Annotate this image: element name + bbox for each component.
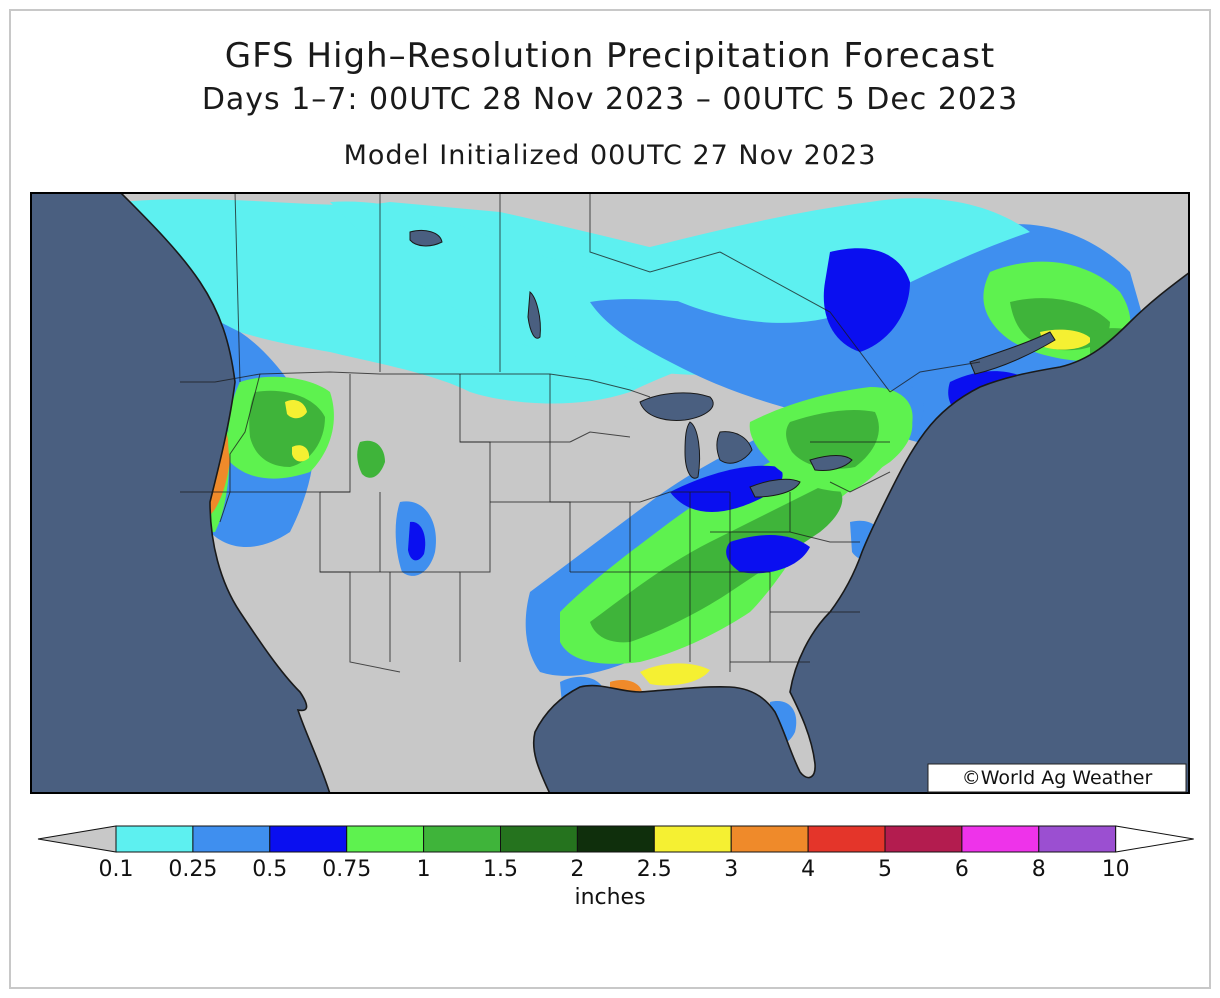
precip-region — [726, 535, 810, 574]
precipitation-map: ©World Ag Weather — [30, 192, 1190, 794]
colorbar-tick-label: 0.25 — [168, 857, 217, 882]
precip-region — [670, 465, 783, 512]
colorbar-tick-label: 5 — [878, 857, 892, 882]
precip-colorbar: 0.1 0.25 0.5 0.75 1 1.5 2 2.5 3 4 5 6 8 10 inches — [37, 825, 1194, 910]
precip-region — [786, 410, 879, 469]
precip-region — [823, 248, 910, 352]
colorbar-swatch — [884, 825, 963, 853]
colorbar-unit-label: inches — [574, 885, 645, 910]
credit-box: ©World Ag Weather — [927, 763, 1187, 793]
colorbar-tick-label: 0.75 — [322, 857, 371, 882]
colorbar-tick-label: 1 — [417, 857, 431, 882]
colorbar-swatch — [423, 825, 502, 853]
colorbar-tick-label: 0.5 — [252, 857, 287, 882]
colorbar-swatch — [269, 825, 348, 853]
colorbar-tick-label: 2.5 — [637, 857, 672, 882]
colorbar-under-arrow — [37, 825, 117, 853]
precip-region — [408, 521, 426, 561]
colorbar-tick-label: 4 — [801, 857, 815, 882]
colorbar-swatch — [1038, 825, 1117, 853]
precip-region — [292, 445, 310, 462]
chart-subtitle: Days 1–7: 00UTC 28 Nov 2023 – 00UTC 5 De… — [201, 82, 1019, 117]
colorbar-over-arrow — [1115, 825, 1194, 853]
map-border — [30, 192, 1190, 794]
colorbar-tick-label: 10 — [1102, 857, 1130, 882]
state-province-boundaries — [180, 192, 981, 673]
colorbar-tick-label: 8 — [1032, 857, 1046, 882]
colorbar-swatch — [730, 825, 809, 853]
colorbar-tick-label: 3 — [724, 857, 738, 882]
colorbar-tick-label: 6 — [955, 857, 969, 882]
colorbar-tick-label: 0.1 — [99, 857, 134, 882]
colorbar-swatch — [500, 825, 578, 853]
precip-region — [590, 482, 843, 643]
great-lakes — [409, 229, 1056, 498]
precip-region — [285, 400, 307, 419]
precip-overlay — [30, 198, 1170, 744]
precip-region — [357, 440, 385, 478]
colorbar-swatch — [115, 825, 194, 853]
credit-label: ©World Ag Weather — [962, 767, 1153, 789]
chart-title: GFS High–Resolution Precipitation Foreca… — [224, 36, 996, 76]
colorbar-swatch — [807, 825, 886, 853]
colorbar-swatch — [653, 825, 732, 853]
model-init-label: Model Initialized 00UTC 27 Nov 2023 — [343, 140, 877, 171]
precip-region — [1040, 329, 1092, 350]
colorbar-swatch — [576, 825, 655, 853]
colorbar-swatch — [346, 825, 425, 853]
precip-region — [640, 663, 710, 686]
colorbar-swatch — [961, 825, 1040, 853]
colorbar-swatch — [192, 825, 271, 853]
colorbar-tick-label: 2 — [570, 857, 584, 882]
coastline — [30, 192, 1190, 794]
colorbar-tick-label: 1.5 — [483, 857, 518, 882]
greenland-land — [1080, 192, 1190, 232]
